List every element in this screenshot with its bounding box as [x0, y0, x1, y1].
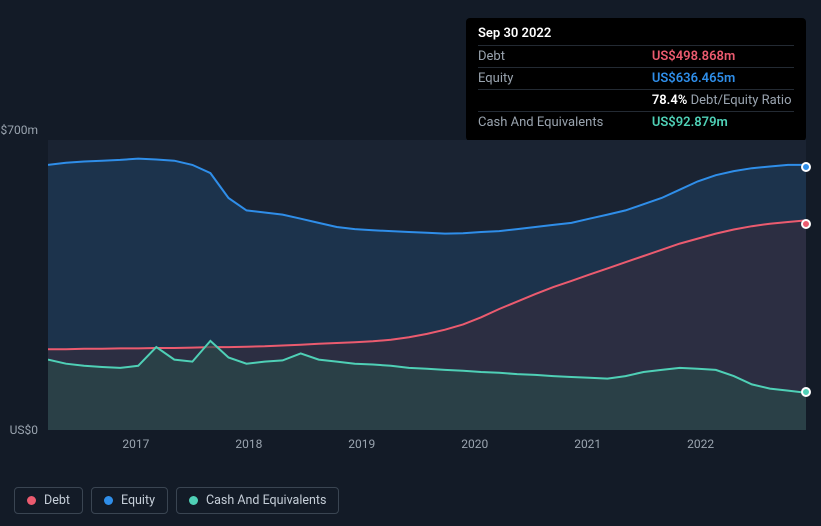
x-axis-label: 2022 [687, 437, 714, 451]
legend-dot [27, 496, 36, 505]
legend-label: Equity [121, 493, 155, 508]
legend-item-cash-and-equivalents[interactable]: Cash And Equivalents [176, 487, 339, 514]
legend-item-equity[interactable]: Equity [91, 487, 168, 514]
tooltip-row: DebtUS$498.868m [478, 45, 794, 67]
y-axis-label-top: US$700m [0, 123, 38, 137]
tooltip-row-label [478, 93, 652, 108]
tooltip-date: Sep 30 2022 [478, 26, 794, 45]
legend-item-debt[interactable]: Debt [14, 487, 83, 514]
chart-svg [48, 140, 806, 430]
series-marker [801, 162, 811, 172]
tooltip-row-value: US$636.465m [652, 71, 794, 86]
legend-dot [104, 496, 113, 505]
legend-dot [189, 496, 198, 505]
tooltip-row-label: Debt [478, 49, 652, 64]
x-axis-label: 2018 [235, 437, 262, 451]
x-axis-labels: 2017 2018 2019 2020 2021 2022 [48, 437, 806, 457]
chart-tooltip: Sep 30 2022 DebtUS$498.868mEquityUS$636.… [466, 18, 806, 141]
tooltip-row-value: US$498.868m [652, 49, 794, 64]
chart-legend: Debt Equity Cash And Equivalents [14, 487, 339, 514]
chart-container: US$700m US$0 201720182019202020212022 [14, 125, 808, 470]
legend-label: Debt [44, 493, 70, 508]
tooltip-row-label: Equity [478, 71, 652, 86]
tooltip-row-value: 78.4% Debt/Equity Ratio [652, 93, 794, 108]
x-axis-label: 2020 [461, 437, 488, 451]
chart-plot-area[interactable] [48, 140, 806, 430]
series-marker [801, 219, 811, 229]
tooltip-row: EquityUS$636.465m [478, 67, 794, 89]
tooltip-row: 78.4% Debt/Equity Ratio [478, 89, 794, 111]
x-axis-label: 2021 [574, 437, 601, 451]
series-marker [801, 387, 811, 397]
y-axis-label-bottom: US$0 [0, 423, 38, 437]
x-axis-label: 2019 [348, 437, 375, 451]
legend-label: Cash And Equivalents [206, 493, 326, 508]
x-axis-label: 2017 [122, 437, 149, 451]
